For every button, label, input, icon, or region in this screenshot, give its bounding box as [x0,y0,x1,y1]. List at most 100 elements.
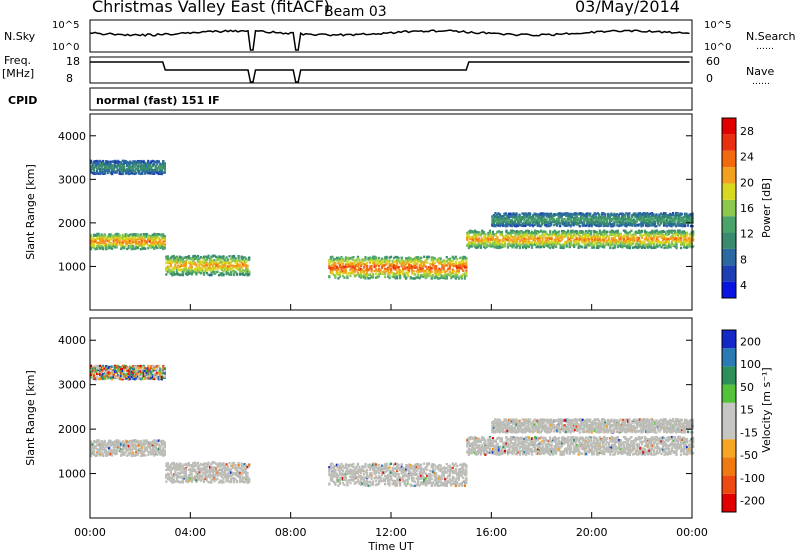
power-cell [514,246,517,249]
power-cell [328,259,331,262]
power-cell [216,265,219,269]
power-cell [144,172,147,175]
power-cell [562,222,565,225]
power-cell [246,270,249,273]
power-cell [645,236,648,240]
power-cell [463,277,466,280]
power-cell [652,236,656,240]
power-cell [603,244,606,248]
power-cell [214,264,218,267]
power-cell [388,265,391,268]
power-cell [631,233,634,237]
power-cell [162,234,165,238]
power-cell [105,169,108,172]
power-cell [222,273,225,277]
power-cell [136,166,139,170]
power-cell [607,216,610,219]
power-cell [568,232,571,235]
power-cell [574,216,577,220]
power-cell [133,169,136,173]
power-cell [547,220,550,224]
power-cell [462,273,465,276]
power-cell [135,234,138,237]
power-cell [651,239,654,242]
power-cell [523,240,526,244]
power-cell [551,220,554,224]
power-cell [132,169,135,172]
power-cell [504,217,508,220]
power-cell [414,266,417,269]
power-cell [515,230,519,233]
power-cell [457,261,460,264]
power-cell [94,163,97,167]
power-cell [544,213,547,216]
power-cell [507,221,511,224]
power-cell [234,270,237,274]
power-cell [622,240,625,243]
power-cell [643,238,647,241]
power-cell [150,170,153,173]
power-cell [211,268,215,271]
power-cell [539,213,542,217]
power-cell [497,224,500,227]
power-cell [631,224,634,227]
power-cell [403,274,406,277]
power-cell [562,218,565,221]
power-cell [159,163,162,166]
power-cell [447,273,450,276]
power-cell [487,240,490,243]
power-cell [103,237,106,240]
power-cell [445,275,448,278]
power-cell [492,220,496,223]
power-cell [531,221,535,224]
power-cell [494,237,498,241]
power-cell [105,160,108,163]
power-cell [154,240,157,244]
power-cell [121,243,124,246]
power-cell [544,218,547,221]
power-cell [567,233,570,236]
power-cell [603,233,606,236]
power-cell [663,237,666,241]
power-cell [192,255,195,259]
power-cell [383,275,387,279]
power-cell [565,231,568,234]
power-cell [335,258,339,261]
power-cell [93,161,96,165]
power-cell [166,255,169,258]
power-cell [504,225,508,228]
power-cell [485,245,489,248]
power-cell [91,162,94,165]
power-cell [213,262,216,265]
power-cell [160,170,163,174]
power-cell [518,240,522,243]
power-cell [520,236,523,239]
power-cell [553,232,556,235]
power-cell [660,231,663,234]
power-cell [229,272,233,275]
power-cell [210,272,213,275]
power-cell [163,246,166,250]
power-cell [391,275,394,278]
power-cell [220,255,224,259]
power-cell [380,257,384,261]
power-cell [112,164,115,167]
power-cell [111,168,114,172]
power-cell [526,239,529,242]
power-cell [441,260,444,264]
power-cell [142,244,145,247]
power-cell [166,265,169,268]
power-cell [432,257,435,260]
power-cell [165,268,168,272]
power-cell [592,222,595,225]
power-cell [421,264,424,267]
power-cell [195,267,198,270]
power-cell [373,269,376,273]
power-cell [138,160,141,163]
power-cell [340,261,343,264]
power-cell [628,240,631,244]
power-cell [165,257,168,261]
power-cell [373,262,376,265]
power-cell [103,165,106,168]
power-cell [558,233,561,236]
